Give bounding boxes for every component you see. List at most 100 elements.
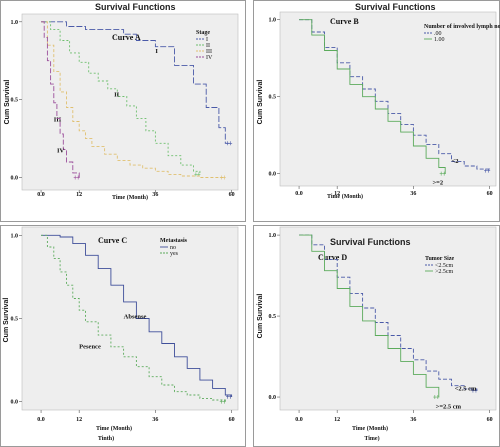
y-tick-label: 1.0 xyxy=(11,233,19,239)
panel-title: Survival Functions xyxy=(330,237,411,247)
censor-mark xyxy=(219,399,223,404)
censor-mark xyxy=(474,388,478,393)
x-tick-label: 36 xyxy=(152,192,158,198)
censor-mark xyxy=(229,141,233,146)
y-tick-label: 1.0 xyxy=(269,18,277,24)
y-tick-label: 1.0 xyxy=(269,233,277,239)
curve-annotation: <2.5 cm xyxy=(455,386,477,393)
legend-title: Tumor Size xyxy=(425,256,455,262)
x-tick-label: 60 xyxy=(229,417,235,423)
curve-annotation: Pesence xyxy=(79,343,101,350)
legend-item: >2.5cm xyxy=(435,269,454,275)
series-line-2 xyxy=(299,19,446,174)
legend-item: <2.5cm xyxy=(435,263,454,269)
curve-annotation: >=2 xyxy=(432,179,443,186)
y-axis-label: Cum Survival xyxy=(3,298,10,343)
x-tick-label: 36 xyxy=(410,417,416,423)
legend-item: II xyxy=(206,43,210,49)
x-tick-label: 60 xyxy=(229,192,235,198)
plot-area xyxy=(279,11,497,187)
curve-annotation: III xyxy=(54,116,62,123)
series-line-2 xyxy=(41,21,201,175)
y-tick-label: 0.5 xyxy=(11,317,19,323)
x-axis-label: Time (Month) xyxy=(327,193,363,200)
x-tick-label: 12 xyxy=(334,191,340,197)
censor-mark xyxy=(194,172,198,177)
y-axis-label: Cum Survival xyxy=(257,80,264,125)
series-line-1 xyxy=(299,19,491,171)
x-tick-label: 0.0 xyxy=(37,417,45,423)
plot-area xyxy=(279,226,497,411)
x-axis-label: Time (Month) xyxy=(112,194,148,201)
censor-mark xyxy=(433,395,437,400)
curve-title: Curve C xyxy=(98,236,127,245)
curve-annotation: I xyxy=(155,48,158,55)
x-tick-label: 36 xyxy=(152,417,158,423)
x-tick-label: 12 xyxy=(334,417,340,423)
legend-item: yes xyxy=(170,251,179,257)
censor-mark xyxy=(76,175,80,180)
censor-mark xyxy=(222,175,226,180)
y-tick-label: 0.5 xyxy=(269,95,277,101)
legend-title: Metastasis xyxy=(160,238,188,244)
x-tick-label: 0.0 xyxy=(295,417,303,423)
x-axis-label: Time (Month) xyxy=(352,425,388,432)
legend-item: III xyxy=(206,49,212,55)
x-tick-label: 36 xyxy=(410,191,416,197)
curve-annotation: II xyxy=(114,92,120,99)
censor-mark xyxy=(471,388,475,393)
legend-title: Stage xyxy=(196,30,210,36)
censor-mark xyxy=(442,171,446,176)
x-axis-label: Time (Month) xyxy=(96,425,132,432)
series-line-4 xyxy=(41,21,80,178)
curve-annotation: Absense xyxy=(124,314,147,321)
curve-title: Curve D xyxy=(318,253,347,262)
y-tick-label: 0.0 xyxy=(11,176,19,182)
legend-item: IV xyxy=(206,55,213,61)
x-tick-label: 60 xyxy=(487,191,493,197)
censor-mark xyxy=(226,141,230,146)
x-tick-label: 60 xyxy=(487,417,493,423)
y-tick-label: 0.0 xyxy=(11,400,19,406)
curve-annotation: IV xyxy=(57,148,65,155)
x-tick-label: 0.0 xyxy=(295,191,303,197)
chart-panel-3: Curve C Cum Survival Time (Month) 0.0 12 36 60… xyxy=(0,225,246,447)
chart-panel-2: Survival Functions Curve B Cum Survival Tim… xyxy=(253,0,500,222)
series-line-1 xyxy=(41,21,232,144)
series-line-2 xyxy=(299,234,440,397)
censor-mark xyxy=(436,395,440,400)
x-tick-label: 12 xyxy=(76,417,82,423)
series-line-1 xyxy=(41,234,233,397)
legend-item: 1.00 xyxy=(434,37,445,43)
censor-mark xyxy=(222,399,226,404)
censor-mark xyxy=(487,168,491,173)
censor-mark xyxy=(219,175,223,180)
censor-mark xyxy=(73,175,77,180)
legend-title: Number of involved lymph node xyxy=(424,24,500,30)
legend-item: .00 xyxy=(434,31,442,37)
chart-panel-4: Survival Functions Curve D Cum Survival Tim… xyxy=(253,225,500,447)
plot-area xyxy=(21,226,239,411)
panel-title: Survival Functions xyxy=(95,2,176,12)
curve-annotation: >=2.5 cm xyxy=(436,403,462,410)
chart-panel-1: Survival Functions Curve A Cum Survival Tim… xyxy=(0,0,246,222)
y-tick-label: 0.5 xyxy=(11,98,19,104)
curve-title: Curve A xyxy=(112,33,141,42)
censor-mark xyxy=(226,394,230,399)
censor-mark xyxy=(439,171,443,176)
y-axis-label: Cum Survival xyxy=(257,294,264,339)
y-tick-label: 0.0 xyxy=(269,172,277,178)
footer-text: Tinth) xyxy=(98,435,114,442)
censor-mark xyxy=(484,168,488,173)
series-line-2 xyxy=(41,234,226,402)
legend-item: I xyxy=(206,37,208,43)
y-tick-label: 0.0 xyxy=(269,395,277,401)
footer-text: Time) xyxy=(364,435,379,442)
curve-annotation: <2 xyxy=(452,158,459,165)
x-tick-label: 0.0 xyxy=(37,192,45,198)
y-axis-label: Cum Survival xyxy=(4,80,11,125)
censor-mark xyxy=(229,394,233,399)
series-line-3 xyxy=(41,21,226,178)
y-tick-label: 1.0 xyxy=(11,20,19,26)
